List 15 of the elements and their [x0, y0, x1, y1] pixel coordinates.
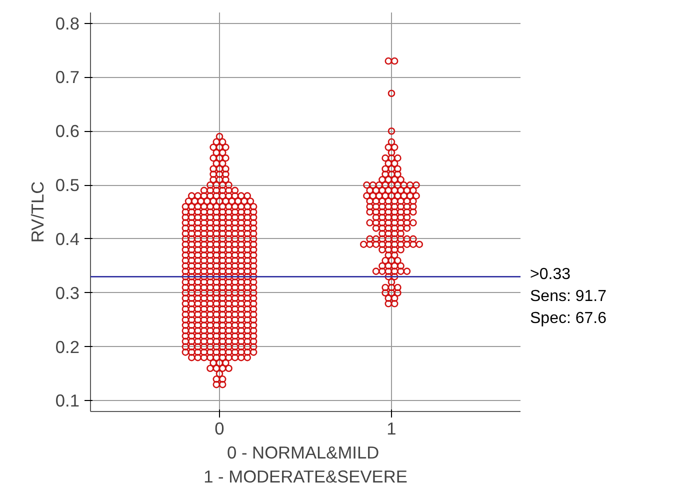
ref-line-label: >0.33: [530, 265, 570, 285]
y-tick-label: 0.6: [55, 121, 80, 142]
y-tick-label: 0.7: [55, 67, 80, 88]
y-tick-label: 0.3: [55, 282, 80, 303]
text: Sens: 91.7: [530, 287, 606, 307]
y-tick-label: 0.4: [55, 228, 80, 249]
x-tick-label: 1: [386, 418, 396, 438]
y-tick-label: 0.2: [55, 336, 80, 357]
y-tick-label: 0.1: [55, 390, 80, 411]
x-axis-title: 0 - NORMAL&MILD 1 - MODERATE&SEVERE: [204, 442, 408, 486]
x-tick-label: 0: [214, 418, 224, 438]
y-tick-label: 0.5: [55, 175, 80, 196]
y-axis-title: RV/TLC: [27, 181, 48, 243]
text: Spec: 67.6: [530, 309, 606, 329]
y-tick-label: 0.8: [55, 13, 80, 34]
